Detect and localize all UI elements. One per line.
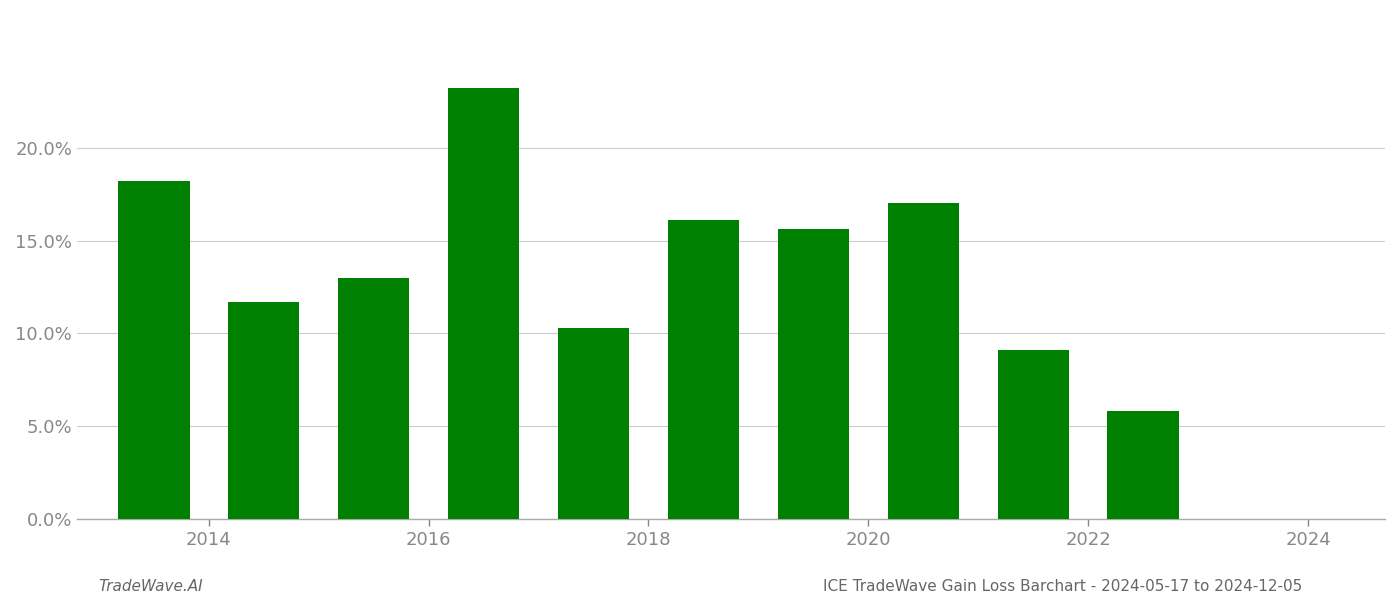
- Bar: [777, 229, 850, 519]
- Bar: [1107, 412, 1179, 519]
- Bar: [668, 220, 739, 519]
- Bar: [448, 88, 519, 519]
- Text: TradeWave.AI: TradeWave.AI: [98, 579, 203, 594]
- Bar: [557, 328, 629, 519]
- Bar: [998, 350, 1070, 519]
- Bar: [337, 278, 409, 519]
- Bar: [888, 203, 959, 519]
- Bar: [118, 181, 189, 519]
- Bar: [228, 302, 300, 519]
- Text: ICE TradeWave Gain Loss Barchart - 2024-05-17 to 2024-12-05: ICE TradeWave Gain Loss Barchart - 2024-…: [823, 579, 1302, 594]
